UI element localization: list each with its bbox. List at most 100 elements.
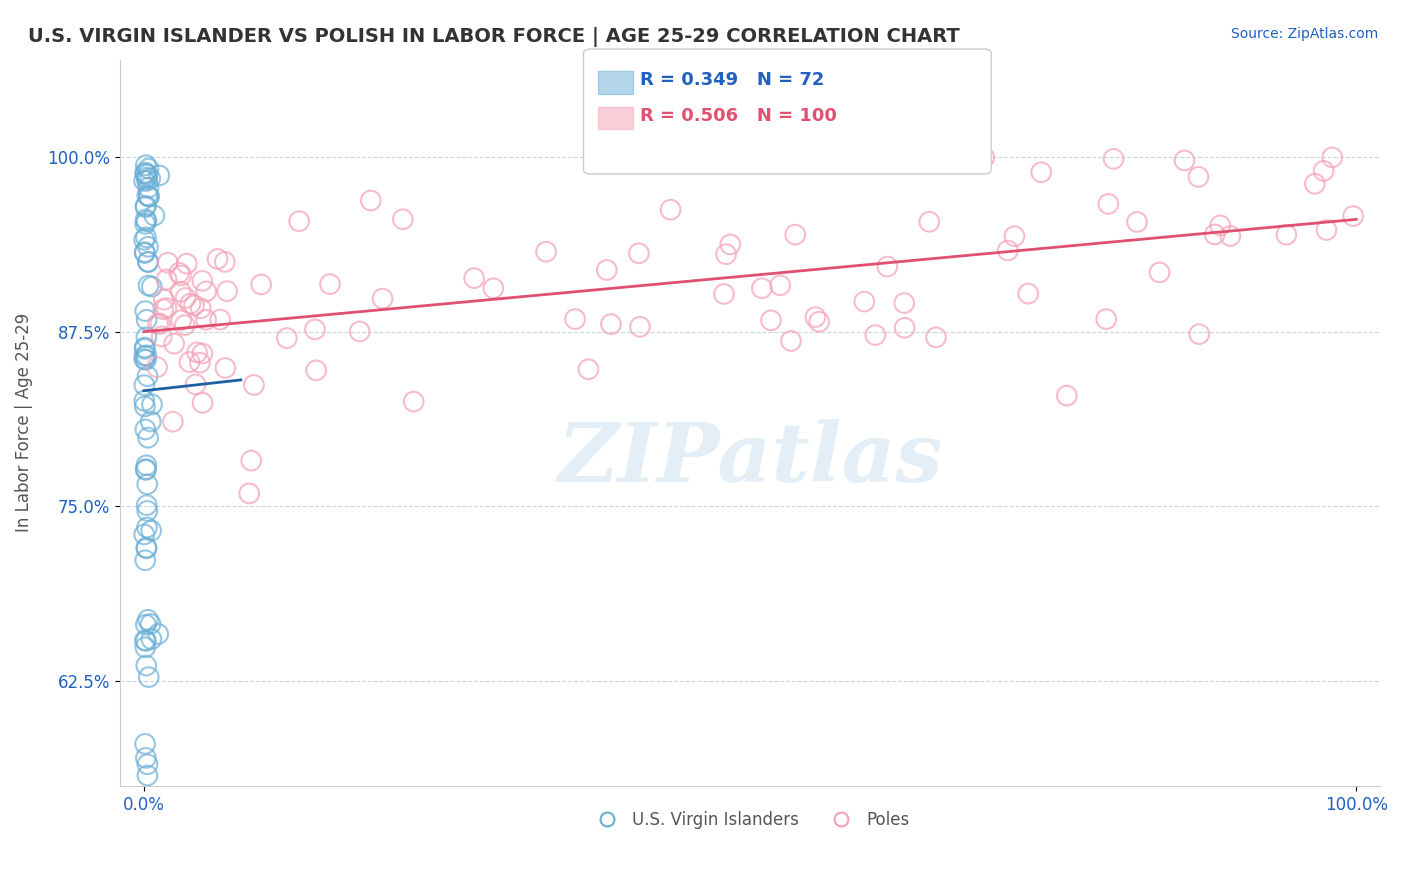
Point <box>136 768 159 782</box>
Point <box>134 246 156 260</box>
Point <box>1188 327 1211 342</box>
Point <box>1204 227 1226 242</box>
Point <box>596 263 619 277</box>
Point <box>482 281 505 295</box>
Point <box>238 486 260 500</box>
Point <box>973 150 995 164</box>
Point <box>134 352 156 367</box>
Point <box>1102 152 1125 166</box>
Point <box>1002 229 1025 244</box>
Point <box>780 334 803 348</box>
Point <box>170 268 193 283</box>
Point <box>138 189 160 203</box>
Point <box>139 171 162 186</box>
Point <box>136 168 159 182</box>
Point <box>659 202 682 217</box>
Point <box>135 330 157 344</box>
Point <box>184 377 207 392</box>
Point <box>371 292 394 306</box>
Point <box>305 363 328 377</box>
Point <box>955 150 977 164</box>
Point <box>134 378 156 392</box>
Point <box>136 613 159 627</box>
Point <box>150 329 173 343</box>
Point <box>751 281 773 295</box>
Point <box>534 244 557 259</box>
Point <box>1095 312 1118 326</box>
Point <box>146 317 169 331</box>
Point <box>1341 209 1364 223</box>
Point <box>148 627 170 641</box>
Point <box>1017 286 1039 301</box>
Point <box>1322 150 1344 164</box>
Point <box>865 328 887 343</box>
Point <box>139 415 162 429</box>
Point <box>134 200 156 214</box>
Point <box>162 415 184 429</box>
Point <box>139 617 162 632</box>
Point <box>288 214 311 228</box>
Point <box>183 298 205 312</box>
Point <box>134 217 156 231</box>
Point <box>134 304 156 318</box>
Point <box>134 553 156 567</box>
Point <box>135 158 157 172</box>
Point <box>135 348 157 362</box>
Point <box>155 272 177 286</box>
Point <box>564 312 586 326</box>
Point <box>808 315 831 329</box>
Point <box>804 310 827 325</box>
Point <box>893 320 915 334</box>
Point <box>146 360 169 375</box>
Point <box>207 252 229 266</box>
Point <box>250 277 273 292</box>
Point <box>243 378 266 392</box>
Point <box>155 301 177 315</box>
Point <box>134 393 156 408</box>
Point <box>718 237 741 252</box>
Point <box>1031 165 1053 179</box>
Point <box>135 312 157 326</box>
Point <box>134 633 156 648</box>
Point <box>134 737 156 751</box>
Point <box>1149 265 1171 279</box>
Point <box>136 174 159 188</box>
Point <box>135 498 157 512</box>
Point <box>135 541 157 555</box>
Point <box>918 215 941 229</box>
Point <box>134 166 156 180</box>
Point <box>135 463 157 477</box>
Point <box>1209 219 1232 233</box>
Point <box>141 397 163 411</box>
Point <box>349 325 371 339</box>
Point <box>135 170 157 185</box>
Point <box>135 212 157 227</box>
Point <box>628 319 651 334</box>
Point <box>156 256 179 270</box>
Point <box>209 312 232 326</box>
Point <box>195 313 218 327</box>
Point <box>163 336 186 351</box>
Point <box>134 245 156 260</box>
Point <box>391 212 413 227</box>
Point <box>138 189 160 203</box>
Point <box>141 279 163 293</box>
Point <box>167 266 190 280</box>
Point <box>135 541 157 556</box>
Point <box>1126 215 1149 229</box>
Point <box>135 458 157 473</box>
Point <box>134 341 156 355</box>
Point <box>136 504 159 518</box>
Point <box>141 524 163 538</box>
Point <box>134 400 156 414</box>
Point <box>135 214 157 228</box>
Point <box>925 330 948 344</box>
Point <box>134 342 156 356</box>
Point <box>997 244 1019 258</box>
Point <box>148 169 170 183</box>
Point <box>1187 169 1209 184</box>
Point <box>134 233 156 247</box>
Point <box>170 313 193 327</box>
Point <box>214 255 236 269</box>
Point <box>195 285 218 299</box>
